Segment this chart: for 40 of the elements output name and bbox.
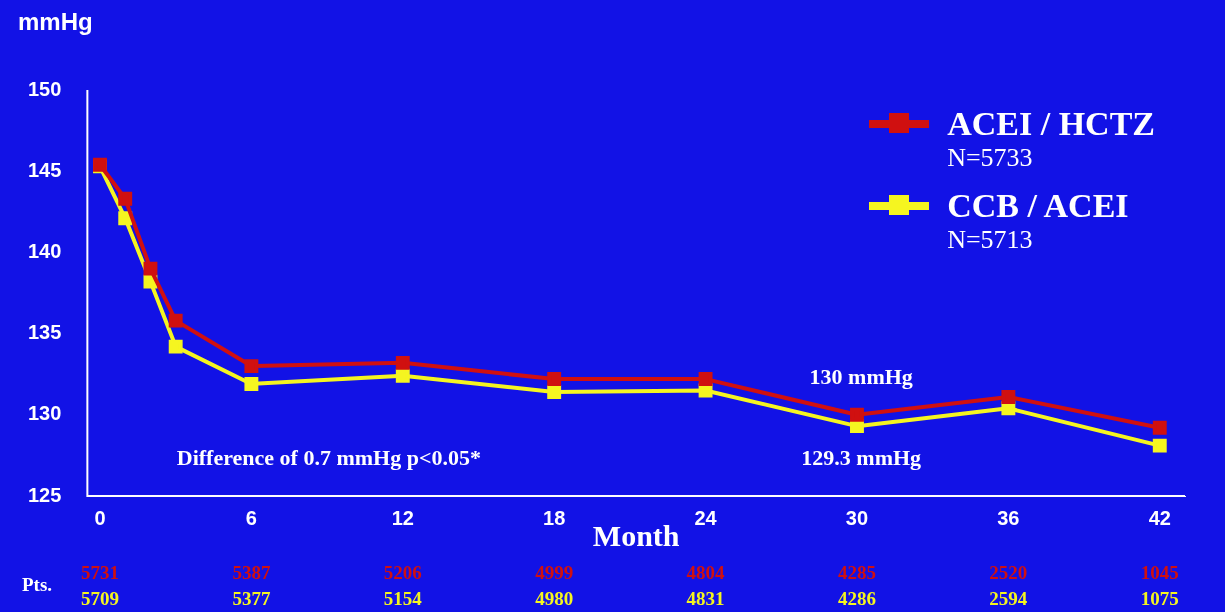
text: 4286	[837, 588, 876, 610]
legend-label: CCB / ACEI	[947, 187, 1129, 225]
text: 1075	[1140, 588, 1179, 610]
text: Pts.	[22, 574, 53, 596]
x-tick-label: 42	[1148, 506, 1171, 529]
y-tick-label: 150	[27, 77, 62, 100]
text: 5709	[80, 588, 119, 610]
text: 4285	[837, 562, 876, 584]
x-tick-label: 12	[391, 506, 414, 529]
y-tick-label: 135	[27, 321, 62, 344]
x-tick-label: 30	[845, 506, 869, 529]
annotation: N=5733	[947, 143, 1034, 173]
y-axis-title: mmHg	[18, 8, 93, 36]
text: 4831	[686, 588, 725, 610]
x-tick-label: 6	[245, 506, 257, 529]
text: 4980	[535, 588, 574, 610]
text: 2594	[989, 588, 1028, 610]
text: 5377	[232, 588, 271, 610]
x-tick-label: 24	[694, 506, 718, 529]
legend-label: ACEI / HCTZ	[947, 105, 1155, 143]
text: 5154	[383, 588, 422, 610]
annotation: N=5713	[947, 225, 1034, 255]
text: 5387	[232, 562, 271, 584]
text: 5731	[80, 562, 119, 584]
y-tick-label: 145	[27, 158, 62, 181]
text: 4804	[686, 562, 725, 584]
text: 1045	[1140, 562, 1179, 584]
text: 4999	[535, 562, 574, 584]
y-tick-label: 130	[27, 402, 62, 425]
x-tick-label: 0	[94, 506, 106, 529]
x-tick-label: 18	[543, 506, 566, 529]
text: 5206	[383, 562, 422, 584]
annotation: Difference of 0.7 mmHg p<0.05*	[176, 445, 481, 471]
y-tick-label: 140	[27, 239, 62, 262]
y-tick-label: 125	[27, 483, 62, 506]
annotation: 130 mmHg	[809, 363, 913, 389]
text: 2520	[989, 562, 1028, 584]
x-tick-label: 36	[997, 506, 1020, 529]
x-axis-title: Month	[592, 518, 680, 552]
annotation: 129.3 mmHg	[801, 445, 922, 471]
